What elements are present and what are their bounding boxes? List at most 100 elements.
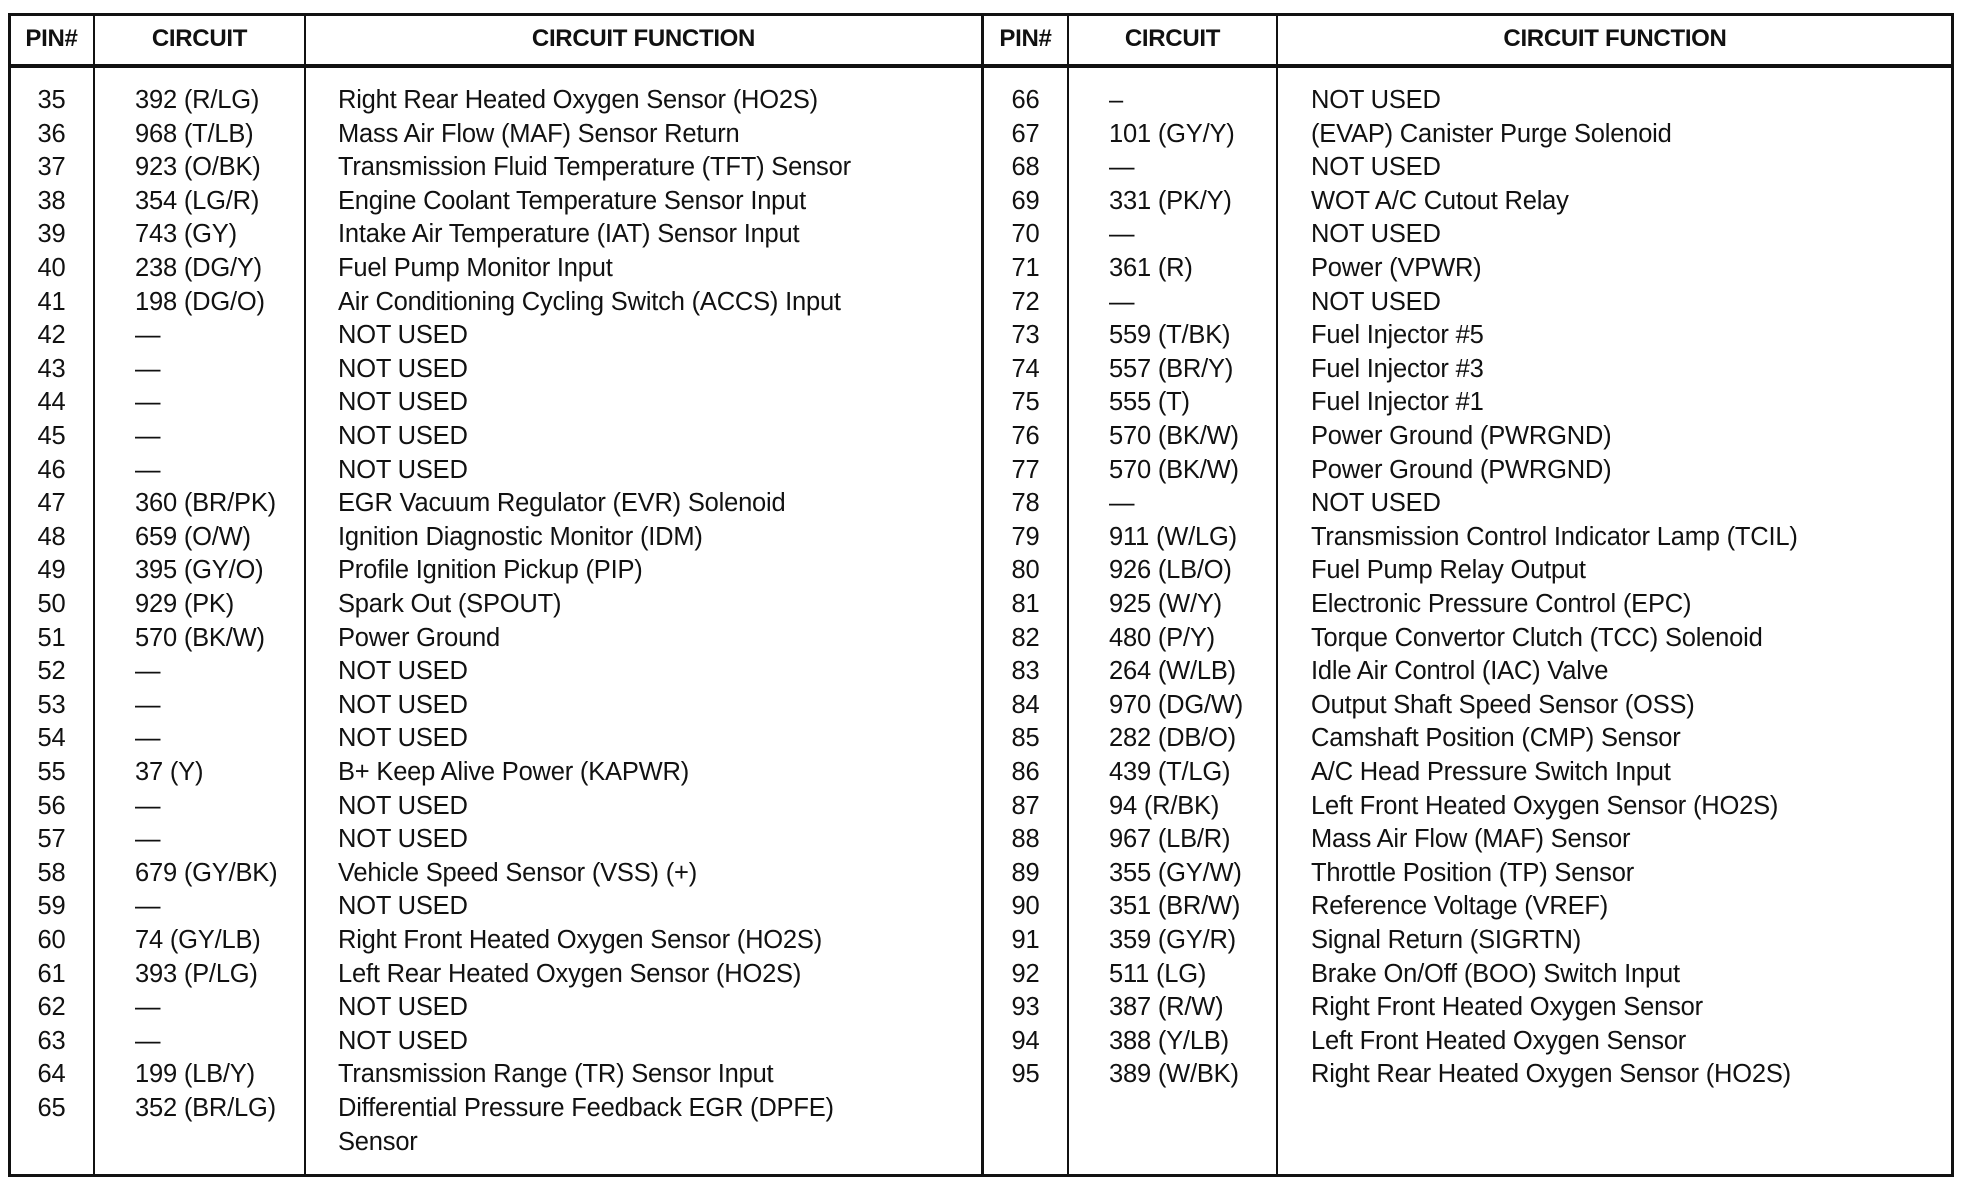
circuit-code: 264 (W/LB) [1109, 657, 1236, 686]
circuit-code: — [1109, 220, 1135, 249]
pin-number: 75 [1011, 388, 1040, 417]
circuit-function: (EVAP) Canister Purge Solenoid [1311, 119, 1672, 148]
pin-number: 46 [37, 455, 66, 484]
pin-number: 83 [1011, 657, 1040, 686]
circuit-function: NOT USED [338, 388, 468, 417]
circuit-code: 968 (T/LB) [135, 119, 254, 148]
pin-number: 69 [1011, 186, 1040, 215]
circuit-code: — [135, 791, 161, 820]
circuit-function: Electronic Pressure Control (EPC) [1311, 590, 1692, 618]
circuit-function: Left Front Heated Oxygen Sensor [1311, 1026, 1687, 1055]
circuit-code: 352 (BR/LG) [135, 1094, 276, 1122]
circuit-code: — [1109, 287, 1135, 316]
pin-number: 45 [37, 422, 66, 450]
circuit-code: 388 (Y/LB) [1109, 1026, 1229, 1055]
circuit-function: Transmission Control Indicator Lamp (TCI… [1311, 522, 1798, 551]
column-divider [1276, 13, 1278, 1177]
circuit-code: — [135, 892, 161, 921]
circuit-code: — [135, 1026, 161, 1055]
circuit-code: 925 (W/Y) [1109, 590, 1222, 618]
pin-number: 71 [1011, 254, 1040, 282]
pin-number: 58 [37, 858, 66, 887]
circuit-function: Throttle Position (TP) Sensor [1311, 858, 1634, 887]
circuit-function: A/C Head Pressure Switch Input [1311, 758, 1671, 786]
circuit-function: Output Shaft Speed Sensor (OSS) [1311, 690, 1695, 719]
header-divider [8, 64, 1954, 68]
pin-number: 80 [1011, 556, 1040, 585]
circuit-function: Left Rear Heated Oxygen Sensor (HO2S) [338, 959, 802, 988]
circuit-function: Right Front Heated Oxygen Sensor [1311, 993, 1703, 1022]
pin-number: 89 [1011, 858, 1040, 887]
circuit-function: NOT USED [1311, 287, 1441, 316]
circuit-function: Right Rear Heated Oxygen Sensor (HO2S) [1311, 1060, 1791, 1089]
circuit-function: Vehicle Speed Sensor (VSS) (+) [338, 858, 697, 887]
circuit-code: 94 (R/BK) [1109, 791, 1220, 820]
pin-number: 41 [37, 287, 66, 316]
circuit-function: NOT USED [1311, 86, 1441, 114]
circuit-code: 354 (LG/R) [135, 186, 260, 215]
pin-number: 42 [37, 321, 66, 350]
circuit-code: 101 (GY/Y) [1109, 119, 1235, 148]
circuit-function: WOT A/C Cutout Relay [1311, 186, 1569, 215]
circuit-function: Fuel Injector #1 [1311, 388, 1484, 417]
pin-number: 54 [37, 724, 66, 753]
circuit-function: Camshaft Position (CMP) Sensor [1311, 724, 1681, 753]
circuit-function: NOT USED [338, 455, 468, 484]
circuit-function: Fuel Injector #5 [1311, 321, 1484, 350]
pin-number: 48 [37, 522, 66, 551]
pin-number: 87 [1011, 791, 1040, 820]
circuit-code: 970 (DG/W) [1109, 690, 1244, 719]
pin-number: 56 [37, 791, 66, 820]
circuit-function: Fuel Injector #3 [1311, 354, 1484, 383]
circuit-function: NOT USED [338, 321, 468, 350]
pin-number: 35 [37, 86, 66, 114]
circuit-function: Idle Air Control (IAC) Valve [1311, 657, 1609, 686]
pin-number: 60 [37, 926, 66, 954]
circuit-code: 392 (R/LG) [135, 86, 260, 114]
pin-number: 38 [37, 186, 66, 215]
pin-number: 82 [1011, 623, 1040, 652]
circuit-code: 198 (DG/O) [135, 287, 265, 316]
circuit-function: Left Front Heated Oxygen Sensor (HO2S) [1311, 791, 1779, 820]
pin-number: 72 [1011, 287, 1040, 316]
pin-number: 39 [37, 220, 66, 249]
circuit-code: 359 (GY/R) [1109, 926, 1236, 954]
pin-number: 94 [1011, 1026, 1040, 1055]
circuit-code: 911 (W/LG) [1109, 522, 1237, 551]
circuit-code: 559 (T/BK) [1109, 321, 1231, 350]
circuit-function: Transmission Fluid Temperature (TFT) Sen… [338, 153, 851, 182]
circuit-function: NOT USED [338, 657, 468, 686]
circuit-code: 331 (PK/Y) [1109, 186, 1232, 215]
pin-number: 37 [37, 153, 66, 182]
pin-number: 88 [1011, 825, 1040, 854]
pin-number: 93 [1011, 993, 1040, 1022]
circuit-code: 395 (GY/O) [135, 556, 264, 585]
circuit-code: 570 (BK/W) [1109, 455, 1239, 484]
pin-number: 49 [37, 556, 66, 585]
pin-number: 40 [37, 254, 66, 282]
circuit-function: Power Ground (PWRGND) [1311, 422, 1612, 450]
pin-number: 67 [1011, 119, 1040, 148]
pin-number: 53 [37, 690, 66, 719]
pin-number: 85 [1011, 724, 1040, 753]
pin-number: 77 [1011, 455, 1040, 484]
pin-number: 51 [37, 623, 66, 652]
pin-number: 81 [1011, 590, 1040, 618]
circuit-function: EGR Vacuum Regulator (EVR) Solenoid [338, 489, 786, 518]
circuit-code: 387 (R/W) [1109, 993, 1224, 1022]
circuit-function: Power Ground [338, 623, 501, 652]
circuit-code: — [135, 321, 161, 350]
circuit-code: — [135, 455, 161, 484]
pin-number: 57 [37, 825, 66, 854]
circuit-code: — [135, 690, 161, 719]
pin-number: 73 [1011, 321, 1040, 350]
pin-number: 70 [1011, 220, 1040, 249]
circuit-function: NOT USED [1311, 220, 1441, 249]
pin-number: 92 [1011, 959, 1040, 988]
circuit-code: — [1109, 489, 1135, 518]
pin-number: 44 [37, 388, 66, 417]
circuit-function: NOT USED [338, 724, 468, 753]
pin-number: 52 [37, 657, 66, 686]
circuit-code: 743 (GY) [135, 220, 237, 249]
circuit-code: — [135, 993, 161, 1022]
